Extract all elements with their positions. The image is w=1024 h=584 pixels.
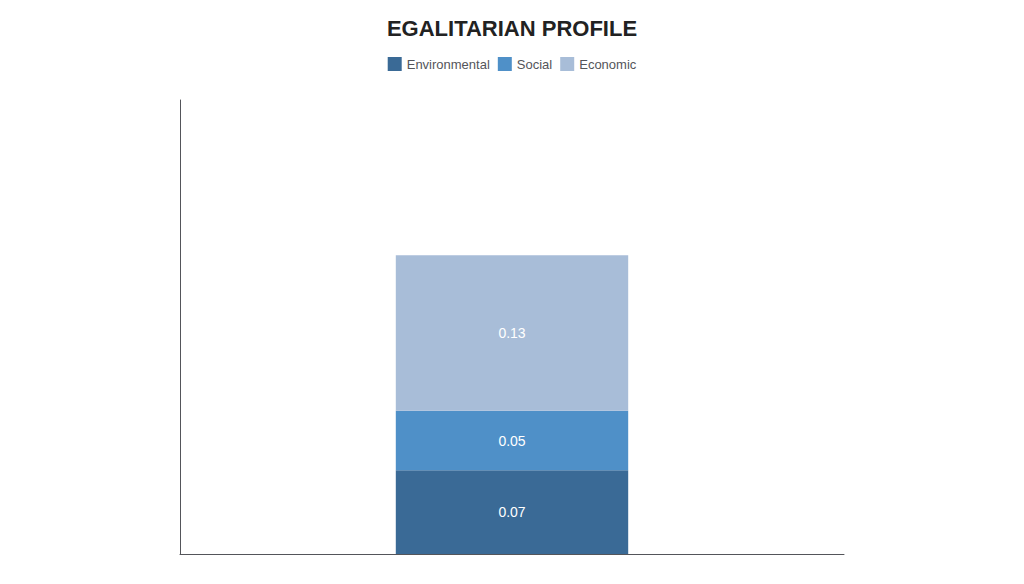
svg-text:0.07: 0.07: [498, 504, 525, 520]
svg-text:Economic: Economic: [579, 57, 637, 72]
svg-text:Social: Social: [517, 57, 553, 72]
svg-text:0.05: 0.05: [498, 433, 525, 449]
svg-text:0.13: 0.13: [498, 325, 525, 341]
svg-text:EGALITARIAN PROFILE: EGALITARIAN PROFILE: [387, 16, 637, 41]
svg-text:Environmental: Environmental: [407, 57, 490, 72]
